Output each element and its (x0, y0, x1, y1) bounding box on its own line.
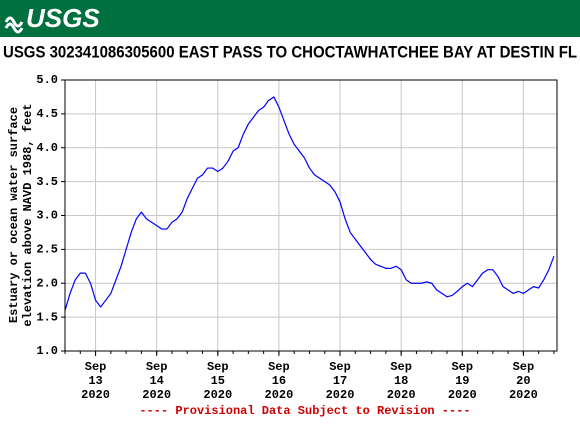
y-tick-label: 4.5 (36, 107, 58, 121)
y-tick-label: 2.5 (36, 243, 58, 257)
y-axis-label-line: Estuary or ocean water surface (7, 107, 21, 323)
header-bar (0, 0, 580, 37)
x-tick-label: 2020 (265, 388, 294, 402)
x-tick-label: 2020 (203, 388, 232, 402)
x-tick-label: Sep (451, 360, 473, 374)
y-axis-label-line: elevation above NAVD 1988, feet (21, 103, 35, 326)
y-tick-label: 3.0 (36, 209, 58, 223)
logo-waves (4, 16, 24, 34)
x-tick-label: 15 (211, 374, 225, 388)
x-tick-label: 2020 (387, 388, 416, 402)
plot-frame (64, 79, 558, 352)
x-tick-label: 18 (394, 374, 408, 388)
y-tick-label: 4.0 (36, 141, 58, 155)
x-tick-label: Sep (329, 360, 351, 374)
chart-title: USGS 302341086305600 EAST PASS TO CHOCTA… (3, 43, 577, 61)
x-tick-label: 13 (88, 374, 102, 388)
x-tick-label: 19 (455, 374, 469, 388)
logo-text: USGS (26, 3, 100, 33)
x-tick-label: 20 (516, 374, 530, 388)
x-tick-label: 14 (149, 374, 163, 388)
x-tick-label: Sep (207, 360, 229, 374)
footnote: ---- Provisional Data Subject to Revisio… (139, 404, 470, 418)
x-tick-label: Sep (268, 360, 290, 374)
x-tick-label: 2020 (326, 388, 355, 402)
x-tick-label: 2020 (509, 388, 538, 402)
y-tick-label: 1.0 (36, 344, 58, 358)
x-tick-label: 17 (333, 374, 347, 388)
x-tick-label: Sep (513, 360, 535, 374)
y-axis-label: Estuary or ocean water surface elevation… (7, 103, 35, 326)
x-tick-label: 2020 (448, 388, 477, 402)
y-tick-label: 2.0 (36, 276, 58, 290)
y-tick-label: 1.5 (36, 310, 58, 324)
x-tick-label: Sep (146, 360, 168, 374)
x-tick-label: Sep (390, 360, 412, 374)
data-line (64, 96, 555, 311)
x-tick-label: 2020 (81, 388, 110, 402)
x-tick-label: 16 (272, 374, 286, 388)
x-tick-label: Sep (85, 360, 107, 374)
y-tick-label: 5.0 (36, 73, 58, 87)
x-tick-label: 2020 (142, 388, 171, 402)
y-tick-label: 3.5 (36, 175, 58, 189)
